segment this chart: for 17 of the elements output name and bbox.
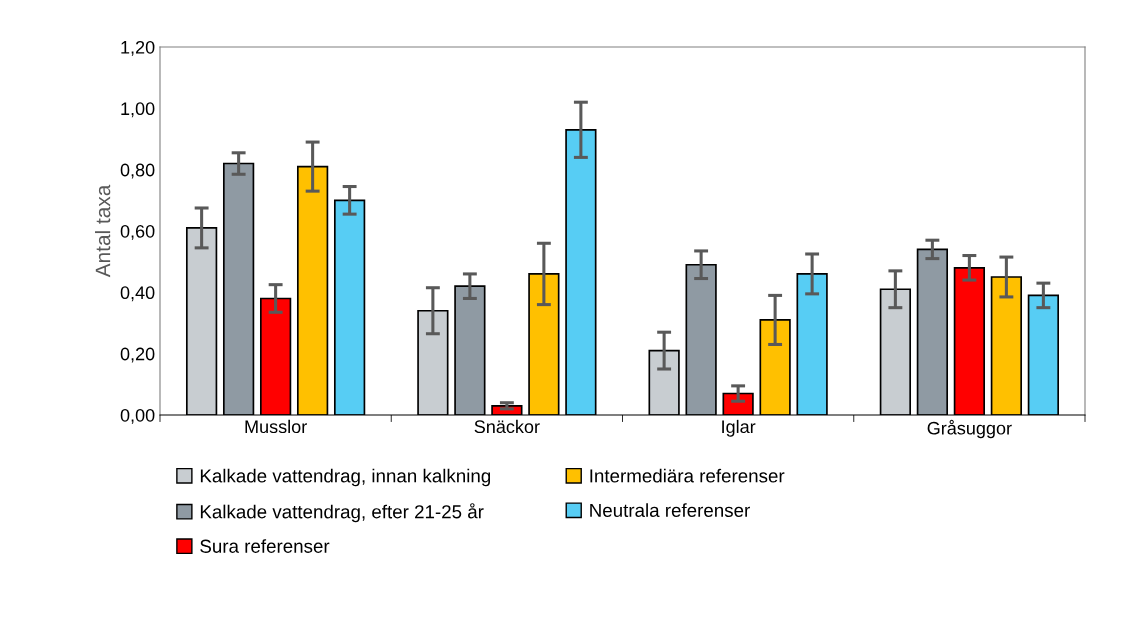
x-tick-label: Gråsuggor bbox=[927, 419, 1012, 439]
y-tick-label: 0,20 bbox=[120, 347, 155, 363]
legend-label: Neutrala referenser bbox=[590, 503, 750, 517]
y-tick-label: 0,40 bbox=[120, 286, 155, 302]
y-axis-title: Antal taxa bbox=[95, 184, 111, 278]
x-tick-label: Musslor bbox=[245, 419, 307, 434]
y-tick-label: 1,00 bbox=[121, 102, 155, 118]
legend-label: Kalkade vattendrag, efter 21-25 år bbox=[200, 503, 484, 523]
legend-label: Intermediära referenser bbox=[590, 468, 785, 483]
y-tick-label: 0,80 bbox=[120, 163, 155, 179]
y-tick-label: 0,60 bbox=[120, 224, 155, 240]
y-tick-label: 1,20 bbox=[121, 40, 155, 56]
y-tick-label: 0,00 bbox=[120, 408, 155, 424]
legend-label: Kalkade vattendrag, innan kalkning bbox=[200, 468, 491, 487]
legend-label: Sura referenser bbox=[200, 539, 330, 553]
x-tick-label: Snäckor bbox=[474, 419, 540, 434]
x-tick-label: Iglar bbox=[722, 419, 756, 437]
